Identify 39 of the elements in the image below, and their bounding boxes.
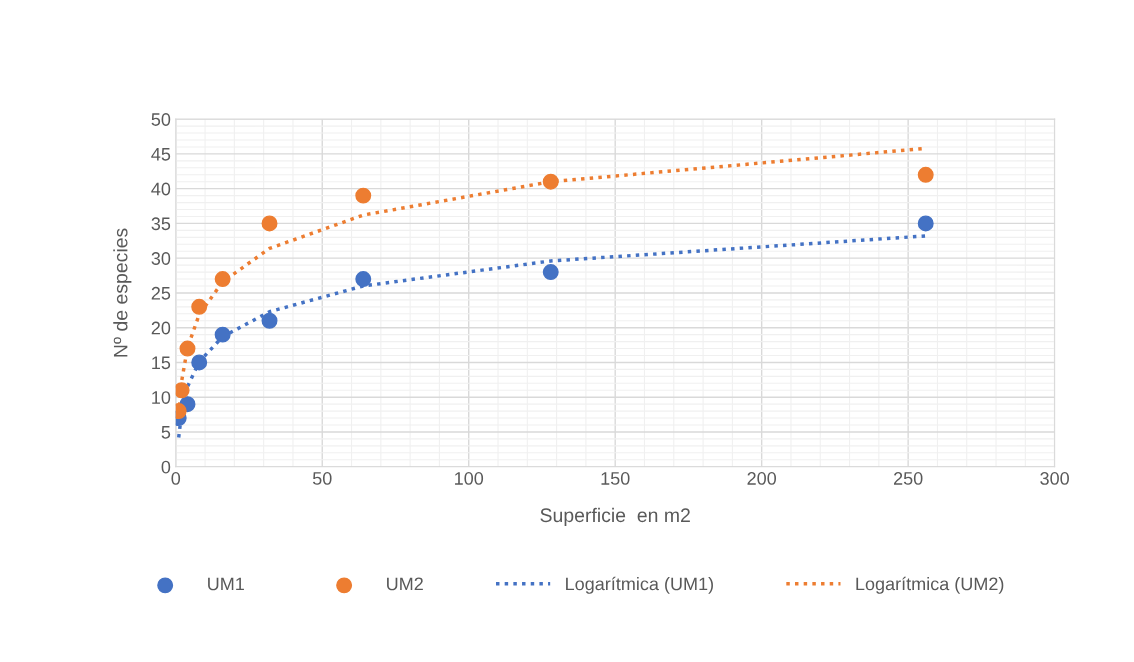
point [917,166,934,183]
point [355,187,372,204]
y-tick-label: 10 [152,391,171,404]
y-tick-label: 45 [151,148,171,161]
y-tick-label: 40 [151,182,171,196]
point [214,326,231,343]
point [917,215,934,232]
point [191,354,208,371]
point [542,173,559,190]
y-axis-title: Nº de especies [113,228,132,357]
point [261,215,278,232]
point [355,271,372,288]
x-tick-label: 250 [893,472,923,485]
point [214,271,231,288]
y-tick-label: 50 [151,113,171,126]
y-tick-label: 0 [161,460,171,474]
y-tick-label: 25 [151,286,171,300]
y-tick-label: 30 [151,252,171,265]
y-tick-label: 35 [151,217,171,231]
point [542,264,559,281]
x-tick-label: 100 [455,472,484,485]
x-tick-label: 300 [1040,472,1069,485]
line-series [176,234,928,440]
point [261,312,278,329]
point [191,298,208,315]
point [175,382,190,399]
x-tick-label: 150 [601,472,630,485]
x-tick-label: 200 [747,472,777,485]
point [179,340,196,357]
legend-label: UM1 [208,577,244,591]
legend-label: Logarítmica (UM1) [566,576,713,594]
legend-label: Logarítmica (UM2) [856,576,1004,594]
x-axis-title: Superficie en m2 [540,507,690,526]
y-tick-label: 20 [151,321,171,335]
x-tick-label: 0 [171,472,181,485]
y-tick-label: 5 [161,426,171,439]
y-tick-label: 15 [152,356,171,370]
legend-label: UM2 [387,577,423,591]
x-tick-label: 50 [312,472,332,485]
